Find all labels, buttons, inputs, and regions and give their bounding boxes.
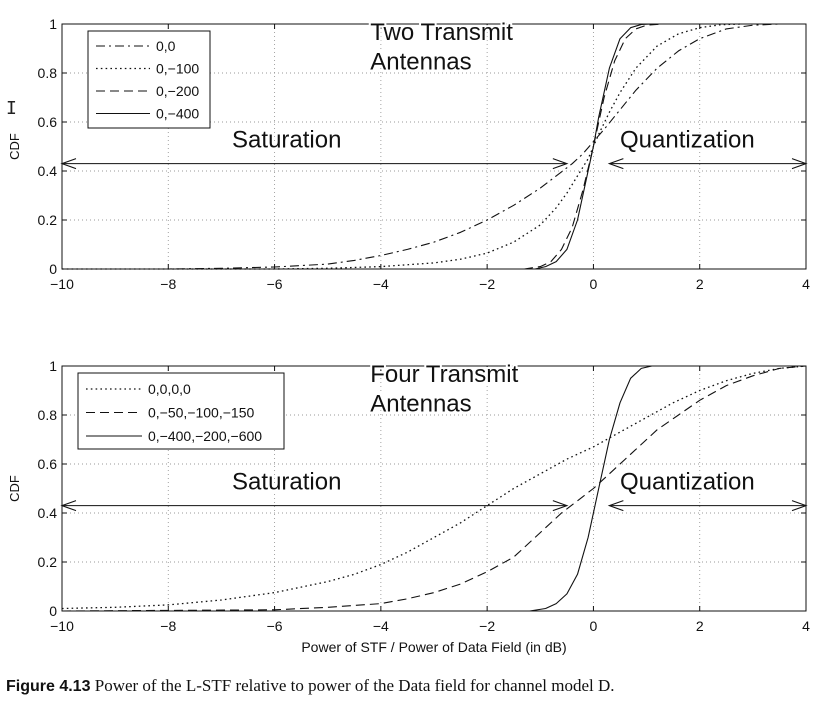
legend-label: 0,−200 — [156, 83, 199, 99]
series-line — [62, 23, 743, 270]
y-tick-label: 0.2 — [38, 554, 58, 570]
x-tick-label: −8 — [160, 618, 176, 634]
y-tick-label: 0 — [49, 261, 57, 277]
legend-label: 0,−400,−200,−600 — [148, 428, 262, 444]
series-line — [62, 23, 652, 270]
y-axis-label: CDF — [7, 475, 22, 502]
caption-label: Figure 4.13 — [6, 678, 91, 695]
annotation-text: Two Transmit — [370, 19, 513, 46]
arrow-head-right — [552, 500, 569, 512]
legend-label: 0,−100 — [156, 61, 199, 77]
x-tick-label: −10 — [50, 276, 74, 292]
legend-label: 0,0 — [156, 38, 176, 54]
y-tick-label: 1 — [49, 358, 57, 374]
x-axis-label: Power of STF / Power of Data Field (in d… — [301, 639, 566, 655]
annotation-text: Quantization — [620, 469, 755, 496]
chart-four-transmit: −10 −8 −6 −4 −2 0 2 4 0 0.2 0.4 0.6 0.8 1 CDF Power of … — [7, 358, 810, 655]
series-line — [62, 365, 653, 612]
x-tick-label: −6 — [267, 276, 283, 292]
annotation-text: Quantization — [620, 127, 755, 154]
figure-caption: Figure 4.13 Power of the L-STF relative … — [6, 676, 615, 696]
y-tick-label: 0.8 — [38, 65, 58, 81]
arrow-head-right — [791, 500, 808, 512]
y-tick-label: 0.4 — [38, 505, 58, 521]
x-tick-label: 2 — [696, 276, 704, 292]
y-tick-label: 0.6 — [38, 456, 58, 472]
annotation-text: Saturation — [232, 469, 341, 496]
x-tick-label: −10 — [50, 618, 74, 634]
y-tick-label: 0.6 — [38, 114, 58, 130]
y-tick-label: 0.2 — [38, 212, 58, 228]
y-tick-label: 0 — [49, 603, 57, 619]
x-tick-label: −8 — [160, 276, 176, 292]
annotation-text: Four Transmit — [370, 361, 518, 388]
y-tick-label: 0.8 — [38, 407, 58, 423]
legend-label: 0,−50,−100,−150 — [148, 405, 254, 421]
x-tick-label: −4 — [373, 276, 389, 292]
legend-box — [87, 30, 211, 129]
x-tick-label: −4 — [373, 618, 389, 634]
x-tick-label: 0 — [590, 276, 598, 292]
x-tick-label: 4 — [802, 276, 810, 292]
x-tick-label: −2 — [479, 618, 495, 634]
series-line — [62, 23, 780, 270]
arrow-head-left — [60, 158, 77, 170]
x-tick-label: −6 — [267, 618, 283, 634]
series-line — [61, 365, 807, 610]
legend-label: 0,0,0,0 — [148, 381, 191, 397]
annotation-text: Saturation — [232, 127, 341, 154]
annotation-text: Antennas — [370, 390, 471, 417]
x-tick-label: 4 — [802, 618, 810, 634]
cursor-icon: I — [6, 98, 17, 119]
arrow-head-left — [60, 500, 77, 512]
x-tick-label: 0 — [590, 618, 598, 634]
legend-label: 0,−400 — [156, 106, 199, 122]
arrow-head-left — [607, 500, 624, 512]
x-tick-label: −2 — [479, 276, 495, 292]
y-tick-label: 1 — [49, 16, 57, 32]
chart-two-transmit: −10 −8 −6 −4 −2 0 2 4 0 0.2 0.4 0.6 0.8 1 CDF Two Trans… — [7, 16, 810, 292]
arrow-head-right — [791, 158, 808, 170]
caption-text: Power of the L-STF relative to power of … — [90, 676, 615, 695]
annotation-text: Antennas — [370, 48, 471, 75]
arrow-head-left — [607, 158, 624, 170]
x-tick-label: 2 — [696, 618, 704, 634]
y-axis-label: CDF — [7, 133, 22, 160]
series-line — [61, 365, 807, 612]
arrow-head-right — [552, 158, 569, 170]
y-tick-label: 0.4 — [38, 163, 58, 179]
